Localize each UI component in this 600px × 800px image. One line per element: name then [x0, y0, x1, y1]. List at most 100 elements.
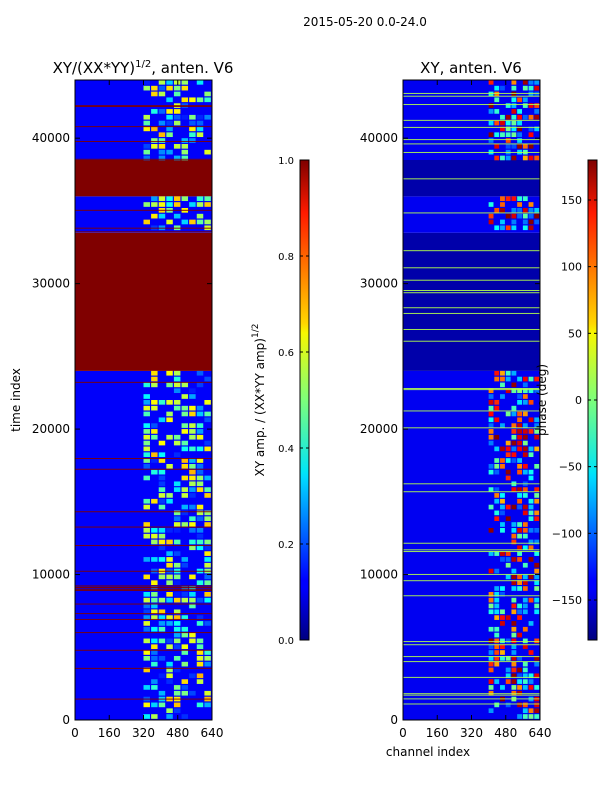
heatmap-cell — [534, 528, 540, 533]
heatmap-cell — [494, 85, 500, 91]
heatmap-cell — [151, 650, 158, 655]
heatmap-cell — [494, 155, 500, 161]
heatmap-cell — [158, 144, 166, 149]
heatmap-cell — [143, 504, 150, 510]
heatmap-cell — [158, 615, 166, 620]
heatmap-cell — [189, 138, 196, 143]
heatmap-cell — [534, 562, 540, 568]
heatmap-cell — [522, 446, 528, 452]
heatmap-cell — [196, 464, 204, 469]
heatmap-cell — [488, 679, 494, 684]
heatmap-cell — [166, 557, 173, 562]
heatmap-cell — [158, 626, 166, 632]
heatmap-cell — [173, 638, 181, 644]
heatmap-cell — [517, 132, 523, 138]
heatmap-cell — [189, 487, 196, 492]
heatmap-cell — [488, 650, 494, 655]
heatmap-cell — [500, 586, 505, 591]
heatmap-cell — [522, 714, 528, 719]
y-tick-label: 20000 — [360, 422, 398, 436]
heatmap-cell — [511, 429, 517, 434]
heatmap-cell — [173, 615, 181, 620]
heatmap-cell — [158, 109, 166, 114]
heatmap-cell — [488, 405, 494, 411]
heatmap-cell — [511, 603, 517, 609]
heatmap-cell — [494, 109, 500, 114]
heatmap-cell — [522, 510, 528, 516]
heatmap-cell — [494, 702, 500, 708]
heatmap-flag-line — [75, 231, 212, 233]
heatmap-cell — [522, 400, 528, 405]
heatmap-cell — [158, 498, 166, 504]
heatmap-cell — [158, 609, 166, 615]
colorbar-tick-label: 0.2 — [278, 540, 294, 551]
heatmap-cell — [488, 91, 494, 97]
heatmap-cell — [204, 592, 211, 597]
heatmap-cell — [158, 458, 166, 463]
heatmap-flag-line — [403, 694, 540, 696]
heatmap-cell — [143, 603, 150, 609]
heatmap-cell — [494, 498, 500, 504]
heatmap-cell — [500, 114, 505, 120]
heatmap-cell — [181, 626, 189, 632]
heatmap-cell — [166, 661, 173, 667]
heatmap-flag-line — [403, 676, 540, 678]
heatmap-cell — [522, 574, 528, 580]
heatmap-cell — [143, 597, 150, 603]
heatmap-cell — [517, 522, 523, 527]
heatmap-flag-line — [75, 126, 212, 128]
heatmap-cell — [511, 388, 517, 394]
heatmap-cell — [151, 615, 158, 620]
heatmap-cell — [500, 522, 505, 527]
heatmap-cell — [173, 667, 181, 673]
heatmap-cell — [494, 644, 500, 650]
heatmap-cell — [517, 458, 523, 463]
heatmap-cell — [143, 592, 150, 597]
heatmap-cell — [488, 685, 494, 690]
heatmap-cell — [517, 440, 523, 446]
heatmap-cell — [166, 592, 173, 597]
heatmap-cell — [158, 533, 166, 539]
heatmap-cell — [181, 97, 189, 103]
heatmap-cell — [528, 679, 534, 684]
heatmap-cell — [500, 557, 505, 562]
heatmap-cell — [173, 708, 181, 714]
heatmap-flag-line — [75, 511, 212, 513]
heatmap-cell — [158, 469, 166, 475]
heatmap-cell — [196, 411, 204, 417]
heatmap-cell — [500, 446, 505, 452]
heatmap-cell — [173, 452, 181, 458]
heatmap-cell — [511, 539, 517, 545]
heatmap-cell — [181, 411, 189, 417]
heatmap-flag-line — [403, 656, 540, 658]
heatmap-cell — [158, 702, 166, 708]
heatmap-cell — [534, 423, 540, 428]
heatmap-flag-line — [75, 526, 212, 528]
heatmap-cell — [181, 144, 189, 149]
heatmap-cell — [151, 498, 158, 504]
heatmap-cell — [189, 586, 196, 591]
y-tick-label: 30000 — [32, 277, 70, 291]
heatmap-flag-line — [403, 212, 540, 214]
heatmap-cell — [505, 446, 511, 452]
heatmap-cell — [158, 638, 166, 644]
heatmap-flag-line — [403, 389, 540, 391]
heatmap-cell — [143, 498, 150, 504]
heatmap-cell — [505, 673, 511, 679]
heatmap-cell — [166, 132, 173, 138]
heatmap-cell — [158, 545, 166, 551]
heatmap-cell — [500, 225, 505, 231]
heatmap-cell — [534, 126, 540, 132]
heatmap-cell — [522, 603, 528, 609]
heatmap-cell — [189, 405, 196, 411]
heatmap-cell — [517, 574, 523, 580]
heatmap-cell — [166, 85, 173, 91]
heatmap-cell — [534, 498, 540, 504]
heatmap-cell — [522, 493, 528, 498]
heatmap-cell — [189, 97, 196, 103]
heatmap-cell — [534, 568, 540, 574]
heatmap-cell — [534, 580, 540, 586]
heatmap-cell — [488, 504, 494, 510]
heatmap-cell — [511, 568, 517, 574]
heatmap-flag-line — [75, 613, 212, 615]
